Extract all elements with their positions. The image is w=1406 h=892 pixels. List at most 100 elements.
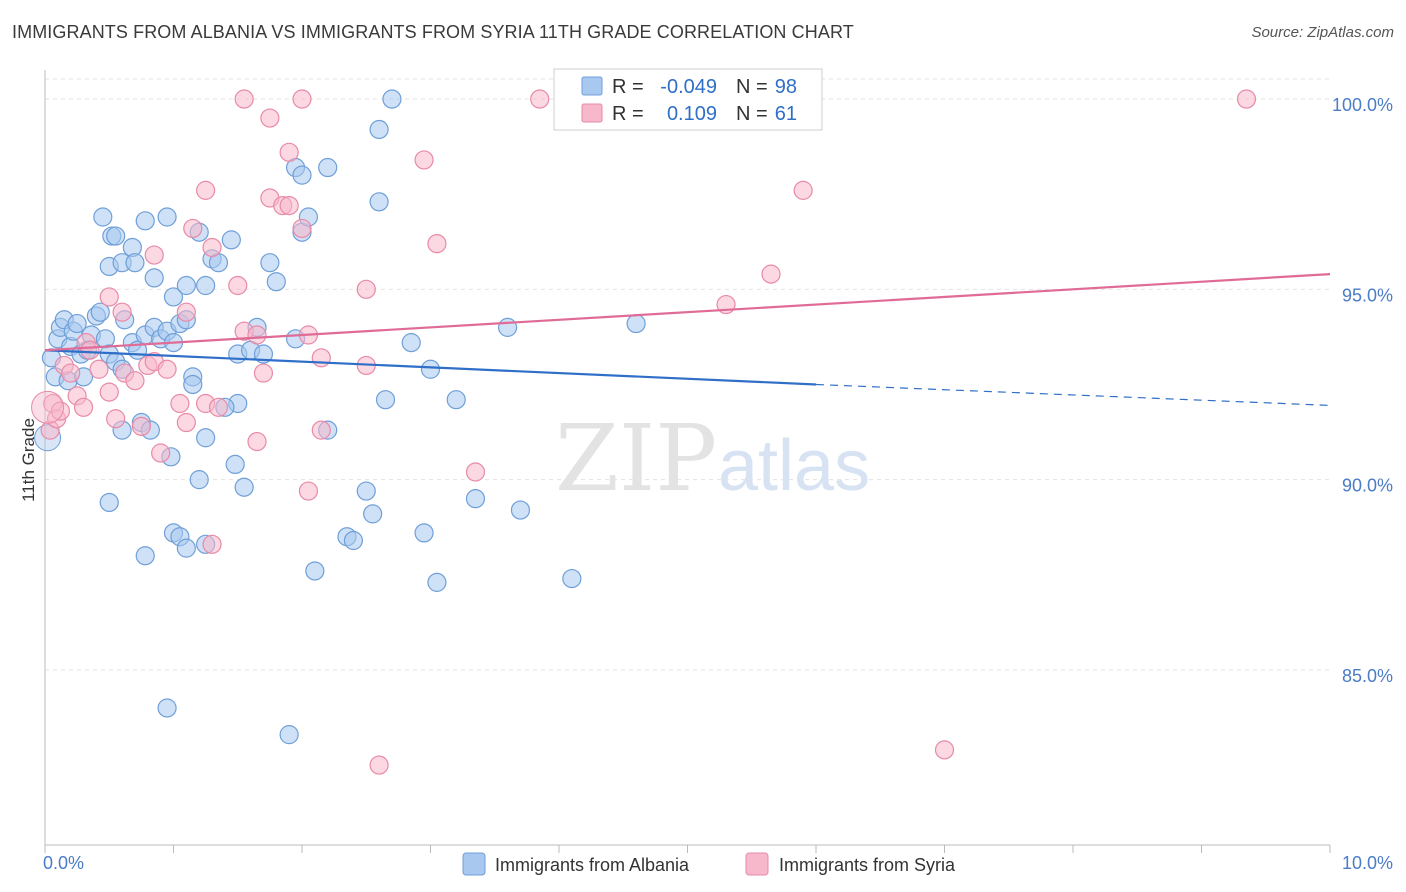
syria-point-30	[112, 302, 132, 322]
legend-r-label-albania: R =	[612, 76, 644, 98]
albania-point-14	[90, 302, 110, 322]
albania-point-72	[375, 390, 396, 410]
albania-point-94	[253, 344, 274, 364]
y-tick-label-95: 95.0%	[1342, 285, 1393, 305]
stats-legend: R = -0.049 N = 98 R = 0.109 N = 61	[553, 68, 823, 131]
albania-point-30	[93, 207, 113, 227]
syria-point-33	[183, 218, 203, 239]
albania-point-57	[318, 157, 338, 178]
albania-point-90	[279, 725, 299, 745]
albania-point-73	[99, 492, 119, 513]
albania-point-59	[369, 119, 389, 140]
legend-r-value-albania: -0.049	[660, 76, 717, 98]
syria-point-56	[311, 420, 331, 440]
axes	[44, 70, 1331, 853]
syria-point-50	[761, 264, 781, 284]
y-axis-label: 11th Grade	[19, 418, 38, 502]
albania-point-50	[260, 253, 280, 273]
legend-r-label-syria: R =	[612, 103, 644, 125]
watermark-zip: ZIP	[555, 405, 717, 512]
legend-swatch-syria	[581, 103, 603, 123]
syria-point-54	[247, 431, 267, 452]
syria-point-42	[356, 279, 376, 299]
albania-point-8	[67, 313, 87, 334]
y-tick-labels: 85.0% 90.0% 95.0% 100.0%	[1332, 95, 1393, 686]
albania-point-37	[135, 211, 155, 231]
albania-point-86	[562, 568, 582, 589]
bottom-legend-label-albania: Immigrants from Albania	[495, 855, 690, 875]
legend-n-value-albania: 98	[775, 76, 797, 98]
gridlines	[45, 78, 1330, 671]
albania-point-51	[266, 272, 286, 292]
albania-point-46	[221, 230, 241, 250]
trend-line-albania	[44, 349, 817, 386]
syria-point-60	[369, 755, 389, 775]
syria-point-58	[202, 534, 222, 554]
watermark-atlas: atlas	[718, 426, 870, 506]
syria-point-36	[228, 275, 248, 296]
bottom-legend-swatch-syria	[745, 852, 769, 876]
syria-point-15	[131, 416, 151, 436]
albania-point-40	[163, 287, 184, 307]
syria-point-52	[1236, 89, 1257, 109]
albania-point-96	[196, 428, 216, 448]
legend-r-value-syria: 0.109	[667, 103, 717, 125]
syria-point-25	[253, 363, 274, 383]
syria-point-51	[793, 180, 813, 200]
legend-swatch-albania	[581, 76, 603, 96]
syria-point-43	[414, 150, 434, 170]
syria-point-20	[176, 412, 196, 433]
bottom-legend-swatch-albania	[462, 852, 486, 876]
syria-point-45	[234, 89, 254, 109]
syria-point-34	[202, 237, 222, 258]
syria-point-31	[144, 245, 164, 265]
albania-point-58	[369, 192, 389, 212]
syria-point-46	[260, 108, 280, 128]
albania-point-85	[510, 500, 531, 520]
syria-point-29	[99, 287, 119, 307]
legend-n-label-syria: N =	[736, 103, 768, 125]
syria-point-44	[427, 234, 447, 254]
albania-point-76	[176, 538, 196, 558]
albania-point-84	[465, 489, 486, 509]
y-tick-label-100: 100.0%	[1332, 95, 1393, 115]
syria-point-41	[292, 218, 312, 239]
trend-lines	[44, 273, 1331, 407]
albania-point-95	[183, 374, 203, 395]
albania-point-89	[157, 698, 177, 718]
x-tick-label-max: 10.0%	[1342, 853, 1393, 873]
albania-point-80	[356, 481, 376, 501]
syria-point-48	[530, 89, 550, 109]
albania-point-33	[106, 226, 126, 246]
albania-point-93	[401, 333, 421, 353]
albania-point-63	[626, 313, 646, 334]
syria-point-12	[106, 409, 126, 429]
x-tick-label-min: 0.0%	[43, 853, 84, 873]
syria-point-3	[50, 401, 71, 421]
albania-point-82	[414, 523, 434, 543]
albania-point-62	[446, 390, 466, 410]
albania-point-69	[225, 454, 245, 475]
syria-point-59	[934, 740, 955, 760]
bottom-legend-label-syria: Immigrants from Syria	[779, 855, 956, 875]
syria-point-47	[292, 89, 312, 109]
syria-point-18	[157, 359, 177, 379]
syria-point-10	[89, 359, 109, 379]
syria-point-19	[170, 393, 190, 414]
syria-point-27	[311, 348, 331, 368]
albania-point-60	[382, 89, 402, 109]
syria-point-39	[279, 195, 299, 216]
syria-point-55	[298, 481, 319, 501]
y-tick-label-85: 85.0%	[1342, 666, 1393, 686]
syria-point-14	[125, 371, 145, 391]
albania-point-70	[234, 477, 254, 497]
albania-point-56	[292, 165, 312, 185]
chart-source: Source: ZipAtlas.com	[1251, 24, 1394, 41]
series-albania-points	[34, 89, 646, 745]
albania-point-61	[420, 359, 441, 379]
albania-point-87	[427, 572, 447, 592]
watermark: ZIP atlas	[555, 405, 870, 512]
syria-point-53	[151, 443, 171, 463]
albania-point-81	[363, 504, 383, 524]
